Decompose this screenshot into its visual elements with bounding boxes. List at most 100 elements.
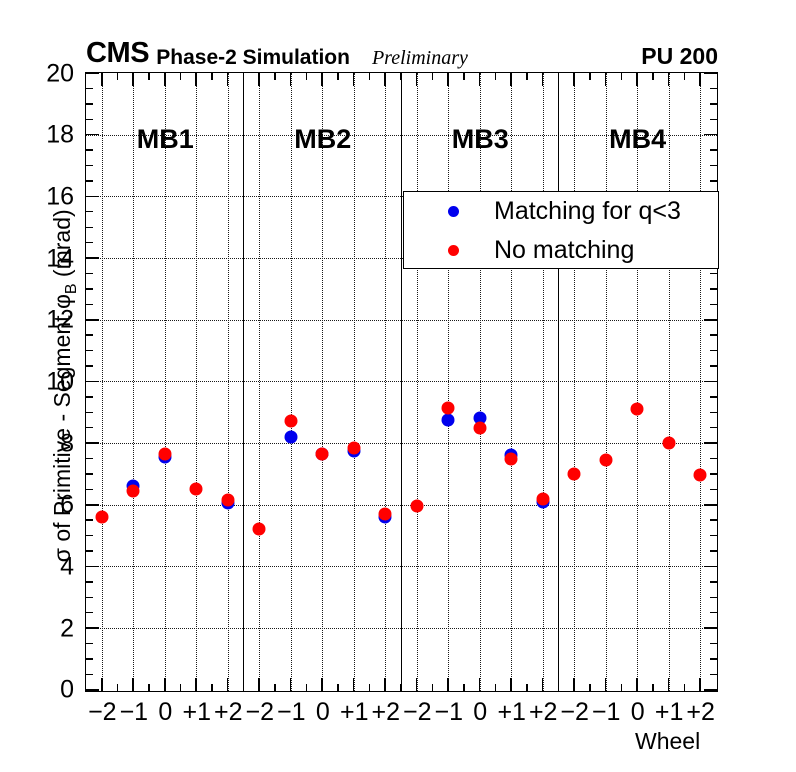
x-tick-minor-top xyxy=(494,73,497,80)
x-tick-label: +1 xyxy=(339,698,369,726)
x-gridline xyxy=(479,73,481,691)
legend-marker-icon-no-matching xyxy=(448,245,459,256)
x-tick-minor xyxy=(683,684,685,691)
x-tick-label: 0 xyxy=(630,698,645,726)
plot-frame: Matching for q<3 No matching xyxy=(85,72,719,692)
x-tick-major-top xyxy=(258,73,260,86)
x-tick-minor xyxy=(148,684,150,691)
data-point-no-matching xyxy=(536,492,550,506)
x-tick-major xyxy=(258,678,260,691)
legend-entry-matching: Matching for q<3 xyxy=(404,192,718,231)
x-tick-major-top xyxy=(604,73,607,86)
y-tick-label: 2 xyxy=(60,614,74,643)
y-tick-minor-right xyxy=(710,272,717,275)
x-tick-minor-top xyxy=(463,73,465,80)
x-tick-major xyxy=(636,678,638,691)
x-tick-major xyxy=(573,678,575,691)
x-axis-title: Wheel xyxy=(635,728,701,754)
x-gridline xyxy=(385,73,387,691)
data-point-matching xyxy=(441,413,455,427)
x-tick-label: −1 xyxy=(277,698,306,726)
y-tick-minor xyxy=(86,349,93,352)
y-tick-minor xyxy=(86,550,93,552)
data-point-matching xyxy=(284,430,298,444)
y-tick-minor-right xyxy=(710,658,717,660)
x-tick-label: +2 xyxy=(528,698,558,726)
x-tick-major-top xyxy=(163,73,166,86)
x-tick-minor-top xyxy=(526,73,528,80)
x-tick-label: −1 xyxy=(434,698,463,726)
x-gridline xyxy=(637,73,639,691)
y-tick-minor xyxy=(86,87,93,90)
x-tick-minor xyxy=(337,684,339,691)
x-tick-minor-top xyxy=(620,73,623,80)
x-tick-label: −2 xyxy=(245,698,275,726)
y-tick-minor xyxy=(86,303,93,305)
y-tick-major-right xyxy=(704,689,717,691)
y-tick-label: 16 xyxy=(46,182,74,211)
x-tick-minor-top xyxy=(305,73,308,80)
x-gridline xyxy=(448,73,450,691)
data-point-no-matching xyxy=(693,468,707,482)
x-tick-major-top xyxy=(100,73,103,86)
data-point-no-matching xyxy=(410,499,424,513)
legend-marker-icon-matching xyxy=(448,206,459,217)
x-tick-minor xyxy=(652,684,654,691)
x-tick-minor xyxy=(620,684,623,691)
header-preliminary: Preliminary xyxy=(371,47,468,69)
x-tick-major-top xyxy=(132,73,135,86)
x-tick-label: −2 xyxy=(402,698,432,726)
y-tick-major xyxy=(86,442,99,444)
y-tick-minor-right xyxy=(710,118,717,120)
y-tick-minor-right xyxy=(710,457,717,460)
data-point-no-matching xyxy=(221,493,235,507)
y-tick-major-right xyxy=(704,380,717,383)
x-tick-minor xyxy=(116,684,119,691)
y-tick-minor-right xyxy=(710,596,717,598)
x-tick-major-top xyxy=(226,73,229,86)
y-tick-minor xyxy=(86,288,93,290)
x-tick-minor-top xyxy=(337,73,339,80)
station-separator xyxy=(243,73,245,691)
x-tick-minor-top xyxy=(116,73,119,80)
x-tick-minor xyxy=(274,684,276,691)
cms-logo-text: CMS xyxy=(86,37,150,69)
y-tick-minor xyxy=(86,473,93,475)
data-point-no-matching xyxy=(252,522,266,536)
x-tick-minor xyxy=(179,684,182,691)
y-tick-minor xyxy=(86,396,93,398)
data-point-no-matching xyxy=(504,452,518,465)
y-tick-minor xyxy=(86,334,93,336)
x-tick-major xyxy=(604,678,607,691)
y-tick-label: 4 xyxy=(60,552,74,581)
x-tick-label: +2 xyxy=(371,698,401,726)
y-tick-minor-right xyxy=(710,288,717,290)
data-point-no-matching xyxy=(441,401,455,415)
data-point-no-matching xyxy=(347,441,361,455)
y-tick-minor-right xyxy=(710,87,717,90)
y-tick-label: 18 xyxy=(46,120,74,149)
data-point-no-matching xyxy=(95,510,109,524)
y-tick-minor xyxy=(86,426,93,429)
x-tick-major xyxy=(541,678,544,691)
x-tick-minor-top xyxy=(211,73,213,80)
x-gridline xyxy=(290,73,292,691)
y-tick-minor xyxy=(86,118,93,120)
x-tick-label: +2 xyxy=(686,698,715,726)
x-gridline xyxy=(668,73,670,691)
x-tick-major-top xyxy=(541,73,544,86)
x-tick-label: 0 xyxy=(315,698,330,726)
x-tick-major xyxy=(195,678,197,691)
x-tick-minor-top xyxy=(368,73,371,80)
y-tick-major xyxy=(86,565,99,568)
y-tick-minor xyxy=(86,534,93,537)
y-tick-minor xyxy=(86,226,93,228)
x-tick-minor-top xyxy=(683,73,685,80)
x-tick-label: −2 xyxy=(88,698,117,726)
x-tick-major-top xyxy=(195,73,197,86)
x-tick-major-top xyxy=(478,73,481,86)
x-tick-major xyxy=(352,678,355,691)
x-gridline xyxy=(353,73,355,691)
x-tick-minor xyxy=(305,684,308,691)
y-tick-label: 20 xyxy=(46,59,74,88)
